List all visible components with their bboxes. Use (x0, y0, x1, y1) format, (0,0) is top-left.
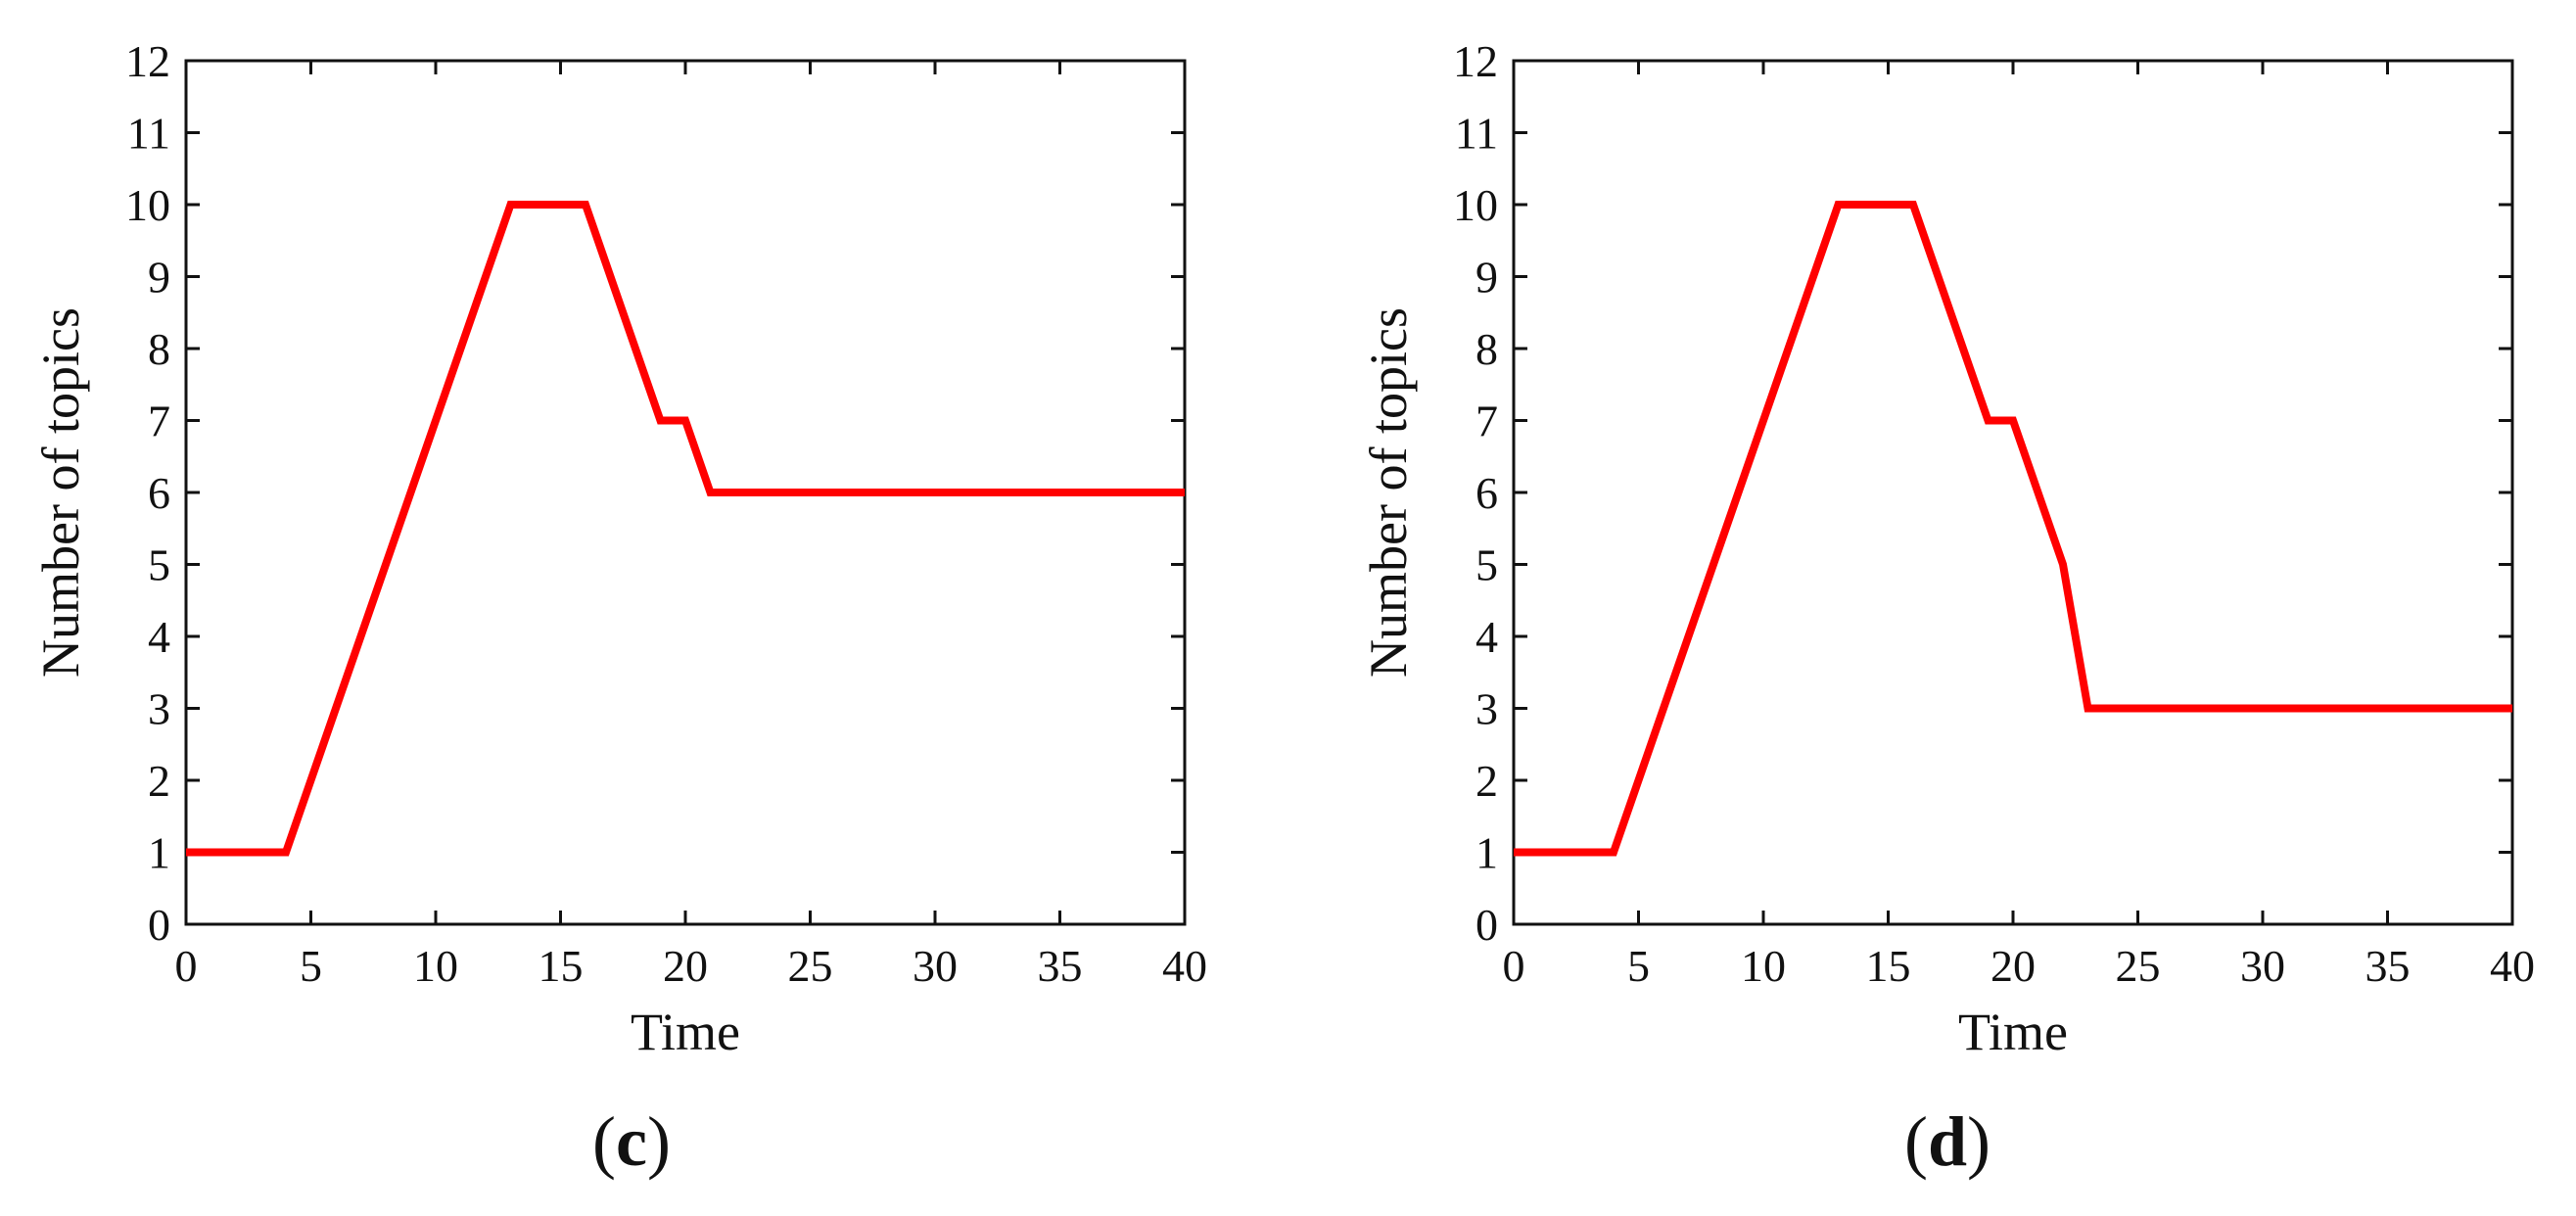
y-tick-label: 12 (125, 36, 170, 86)
line-chart-c: 0 5 10 15 20 25 30 35 400123456789101112TimeNumb… (31, 36, 1207, 1061)
x-tick-label: 40 (2490, 941, 2535, 991)
y-tick-label: 9 (148, 253, 170, 303)
y-axis-label: Number of topics (1359, 307, 1418, 678)
x-tick-label: 0 (1503, 941, 1525, 991)
panel-label-d: (d) (1903, 1102, 1991, 1181)
x-tick-label: 30 (2240, 941, 2285, 991)
y-tick-label: 12 (1453, 36, 1498, 86)
x-tick-label: 5 (1627, 941, 1650, 991)
y-tick-label: 11 (127, 109, 170, 159)
series-line (1514, 201, 2512, 857)
y-tick-label: 10 (125, 180, 170, 230)
x-tick-label: 25 (2116, 941, 2161, 991)
x-axis-label: Time (631, 1003, 740, 1061)
y-tick-label: 2 (1475, 756, 1498, 806)
plot-frame (1512, 59, 2514, 926)
x-tick-label: 0 (175, 941, 198, 991)
x-tick-label: 10 (1741, 941, 1786, 991)
panel-label-c: (c) (592, 1102, 671, 1181)
x-tick-label: 5 (300, 941, 322, 991)
y-axis-label: Number of topics (31, 307, 90, 678)
y-tick-label: 0 (148, 900, 170, 950)
y-tick-label: 4 (148, 612, 170, 662)
chart-panel-c: 0 5 10 15 20 25 30 35 40 0 1 2 3 4 5 6 7 8 9 10 11 12 Time Numb… (0, 0, 1273, 1216)
x-tick-label: 30 (913, 941, 958, 991)
y-tick-label: 9 (1475, 253, 1498, 303)
y-tick-label: 2 (148, 756, 170, 806)
y-tick-label: 11 (1455, 109, 1498, 159)
y-tick-label: 3 (148, 684, 170, 734)
y-tick-label: 6 (148, 468, 170, 518)
series-line (186, 201, 1185, 857)
x-tick-label: 35 (2365, 941, 2411, 991)
y-tick-label: 10 (1453, 180, 1498, 230)
y-tick-label: 0 (1475, 900, 1498, 950)
x-tick-label: 15 (1866, 941, 1911, 991)
y-tick-label: 7 (148, 397, 170, 446)
y-tick-label: 1 (1475, 828, 1498, 878)
x-tick-label: 35 (1038, 941, 1083, 991)
x-tick-label: 20 (1991, 941, 2036, 991)
y-tick-label: 5 (1475, 540, 1498, 590)
x-tick-label: 10 (413, 941, 458, 991)
y-tick-label: 4 (1475, 612, 1498, 662)
x-tick-label: 20 (663, 941, 708, 991)
y-tick-label: 8 (148, 324, 170, 374)
y-tick-label: 3 (1475, 684, 1498, 734)
y-tick-label: 1 (148, 828, 170, 878)
line-chart-d: 0 5 10 15 20 25 30 35 400123456789101112TimeNumb… (1359, 36, 2535, 1061)
y-tick-label: 5 (148, 540, 170, 590)
x-axis-label: Time (1958, 1003, 2068, 1061)
y-tick-label: 8 (1475, 324, 1498, 374)
y-tick-label: 7 (1475, 397, 1498, 446)
x-tick-label: 15 (539, 941, 584, 991)
x-tick-label: 40 (1162, 941, 1207, 991)
chart-panel-d: 0 5 10 15 20 25 30 35 40 0 1 2 3 4 5 6 7 8 9 10 11 12 Time Numb… (1328, 0, 2576, 1216)
y-tick-label: 6 (1475, 468, 1498, 518)
x-tick-label: 25 (788, 941, 833, 991)
